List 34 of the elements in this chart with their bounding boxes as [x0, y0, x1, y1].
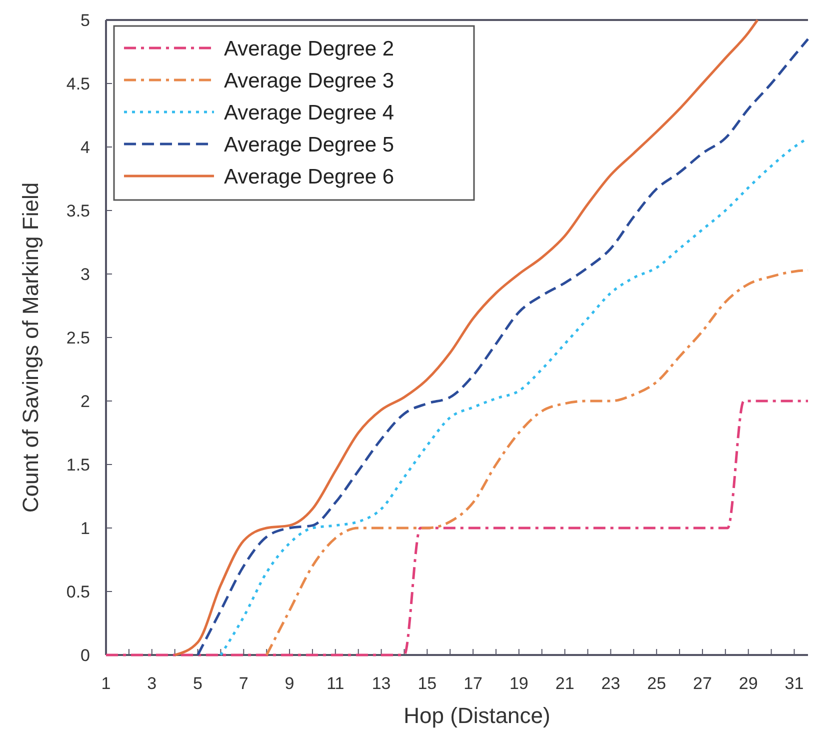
y-tick-label: 4.5 [66, 74, 90, 94]
y-axis-title: Count of Savings of Marking Field [18, 182, 43, 513]
y-tick-label: 2.5 [66, 328, 90, 348]
x-tick-label: 23 [601, 674, 620, 693]
legend-label: Average Degree 5 [224, 133, 394, 156]
x-tick-label: 1 [101, 674, 111, 693]
x-axis-title: Hop (Distance) [404, 703, 550, 728]
legend-label: Average Degree 2 [224, 37, 394, 60]
y-tick-label: 5 [80, 10, 90, 30]
x-tick-label: 3 [147, 674, 157, 693]
x-tick-label: 11 [326, 674, 344, 693]
y-tick-label: 1.5 [66, 455, 90, 474]
legend-label: Average Degree 4 [224, 101, 394, 124]
x-tick-label: 5 [193, 674, 202, 693]
y-tick-label: 1 [80, 518, 90, 538]
y-tick-label: 0.5 [66, 582, 90, 602]
x-tick-label: 19 [509, 674, 528, 693]
y-tick-label: 0 [80, 646, 90, 665]
legend-label: Average Degree 6 [224, 165, 394, 188]
x-tick-label: 27 [693, 674, 712, 693]
x-tick-label: 9 [284, 674, 294, 693]
legend-label: Average Degree 3 [224, 69, 394, 92]
x-tick-label: 7 [238, 674, 248, 693]
y-tick-label: 2 [80, 392, 90, 411]
x-tick-label: 15 [418, 674, 437, 693]
x-tick-label: 17 [464, 674, 483, 693]
x-tick-label: 25 [647, 674, 666, 693]
y-tick-label: 3.5 [66, 201, 90, 220]
x-tick-label: 13 [372, 674, 391, 693]
y-tick-label: 3 [80, 264, 90, 284]
x-tick-label: 21 [555, 674, 574, 693]
y-tick-label: 4 [80, 138, 90, 157]
x-tick-label: 31 [784, 674, 804, 693]
x-tick-label: 29 [738, 674, 758, 693]
